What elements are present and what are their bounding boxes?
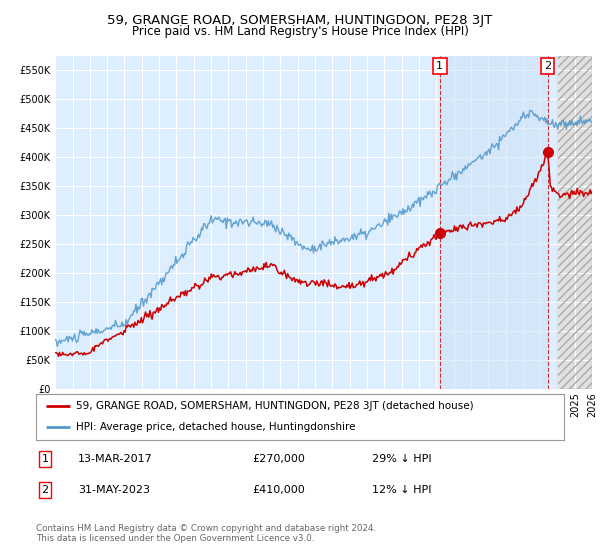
Text: 12% ↓ HPI: 12% ↓ HPI: [372, 485, 431, 495]
Text: Price paid vs. HM Land Registry's House Price Index (HPI): Price paid vs. HM Land Registry's House …: [131, 25, 469, 38]
Text: 59, GRANGE ROAD, SOMERSHAM, HUNTINGDON, PE28 3JT: 59, GRANGE ROAD, SOMERSHAM, HUNTINGDON, …: [107, 14, 493, 27]
Text: £270,000: £270,000: [252, 454, 305, 464]
Text: 13-MAR-2017: 13-MAR-2017: [78, 454, 153, 464]
Text: 1: 1: [436, 61, 443, 71]
Text: Contains HM Land Registry data © Crown copyright and database right 2024.
This d: Contains HM Land Registry data © Crown c…: [36, 524, 376, 543]
Text: 2: 2: [41, 485, 49, 495]
Text: 29% ↓ HPI: 29% ↓ HPI: [372, 454, 431, 464]
Text: 2: 2: [544, 61, 551, 71]
Text: 59, GRANGE ROAD, SOMERSHAM, HUNTINGDON, PE28 3JT (detached house): 59, GRANGE ROAD, SOMERSHAM, HUNTINGDON, …: [76, 401, 473, 411]
Bar: [440, 56, 548, 389]
Text: £410,000: £410,000: [252, 485, 305, 495]
Text: 1: 1: [41, 454, 49, 464]
Text: 31-MAY-2023: 31-MAY-2023: [78, 485, 150, 495]
Bar: [557, 56, 592, 389]
Text: HPI: Average price, detached house, Huntingdonshire: HPI: Average price, detached house, Hunt…: [76, 422, 355, 432]
Bar: [557, 56, 592, 389]
